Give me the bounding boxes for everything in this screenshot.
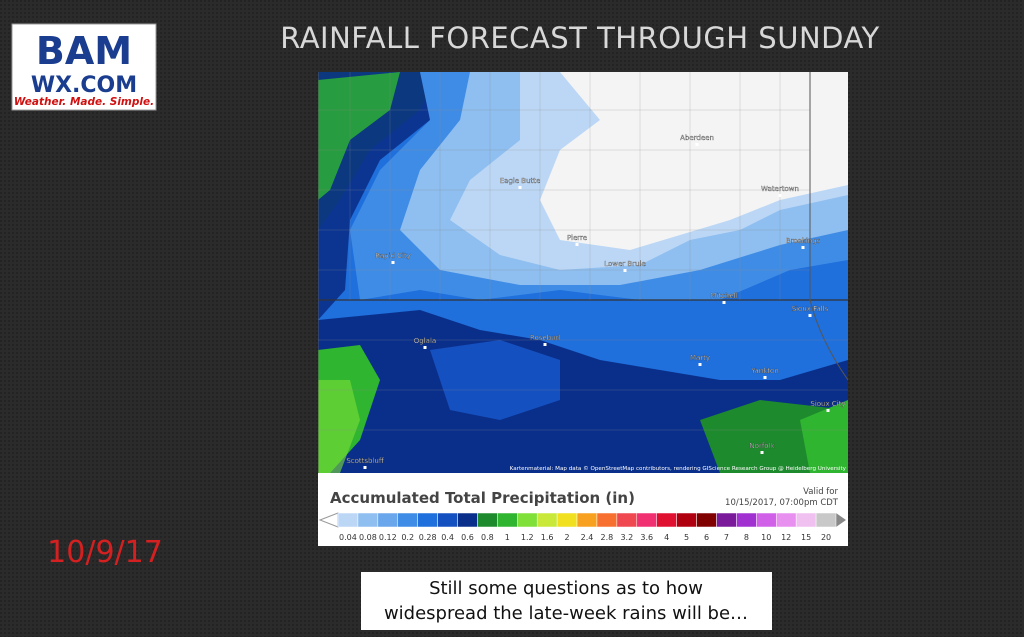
city-label: Sioux Falls	[792, 305, 829, 313]
legend-title: Accumulated Total Precipitation (in)	[330, 489, 635, 507]
city-dot	[763, 376, 767, 379]
scale-label: 2	[565, 533, 570, 542]
scale-label: 3.6	[640, 533, 653, 542]
scale-swatch	[357, 512, 379, 528]
valid-label: Valid for	[803, 487, 838, 497]
logo-tagline: Weather. Made. Simple.	[14, 96, 154, 108]
scale-swatch	[596, 512, 618, 528]
city-label: Lower Brule	[604, 260, 646, 268]
scale-swatch	[397, 512, 418, 528]
city-dot	[695, 143, 699, 146]
scale-label: 5	[684, 533, 689, 542]
scale-swatch	[536, 512, 558, 528]
date: 10/9/17	[47, 535, 163, 570]
title: RAINFALL FORECAST THROUGH SUNDAY	[280, 21, 880, 55]
scale-swatch	[437, 512, 458, 528]
city-dot	[623, 269, 627, 272]
city-label: Yankton	[750, 367, 779, 375]
scale-label: 0.12	[379, 533, 397, 542]
scale-label: 3.2	[620, 533, 633, 542]
map-attribution: Kartenmaterial: Map data © OpenStreetMap…	[510, 465, 847, 472]
scale-label: 7	[724, 533, 729, 542]
city-label: Eagle Butte	[500, 177, 541, 185]
city-label: Norfolk	[749, 442, 775, 450]
logo: BAM WX.COM Weather. Made. Simple.	[11, 23, 157, 111]
scale-label: 0.08	[359, 533, 377, 542]
city-label: Rapid City	[375, 252, 411, 260]
city-label: Rosebud	[530, 334, 560, 342]
city-dot	[423, 346, 427, 349]
city-dot	[518, 186, 522, 189]
city-label: Pierre	[567, 234, 587, 242]
city-dot	[808, 314, 812, 317]
city-dot	[778, 194, 782, 197]
scale-swatch	[377, 512, 399, 528]
city-dot	[698, 363, 702, 366]
legend: Accumulated Total Precipitation (in) Val…	[318, 473, 848, 546]
scale-swatch	[477, 512, 498, 528]
scale-label: 1.6	[541, 533, 554, 542]
scale-swatch	[795, 512, 817, 528]
city-dot	[760, 451, 764, 454]
caption-line: widespread the late-week rains will be…	[384, 603, 748, 624]
city-label: Aberdeen	[680, 134, 714, 142]
scale-label: 2.4	[581, 533, 594, 542]
city-label: Sioux City	[810, 400, 845, 408]
scale-swatch	[815, 512, 837, 528]
scale-label: 12	[781, 533, 791, 542]
city-label: Marty	[690, 354, 710, 362]
city-dot	[722, 301, 726, 304]
scale-swatch	[337, 512, 359, 528]
scale-swatch	[775, 512, 797, 528]
caption-line: Still some questions as to how	[429, 578, 703, 599]
scale-label: 0.28	[419, 533, 437, 542]
scale-label: 8	[744, 533, 749, 542]
scale-label: 20	[821, 533, 831, 542]
city-label: Mitchell	[710, 292, 737, 300]
scale-label: 0.4	[441, 533, 454, 542]
city-label: Brookings	[786, 237, 821, 245]
scale-swatch	[676, 512, 697, 528]
scale-swatch	[417, 512, 438, 528]
valid-time: 10/15/2017, 07:00pm CDT	[725, 498, 839, 508]
map: Aberdeen Eagle Butte Watertown Pierre Brooki…	[318, 72, 848, 473]
city-dot	[575, 243, 579, 246]
city-label: Oglala	[414, 337, 436, 345]
scale-swatch	[656, 512, 677, 528]
scale-label: 0.6	[461, 533, 474, 542]
scale-label: 10	[761, 533, 771, 542]
scale-swatch	[616, 512, 638, 528]
scale-swatch	[716, 512, 737, 528]
scale-swatch	[636, 512, 657, 528]
logo-site: WX.COM	[31, 73, 137, 98]
scale-label: 0.2	[401, 533, 414, 542]
scale-label: 0.8	[481, 533, 494, 542]
city-dot	[363, 466, 367, 469]
scale-swatch	[696, 512, 717, 528]
city-dot	[391, 261, 395, 264]
scale-label: 2.8	[601, 533, 614, 542]
city-dot	[543, 343, 547, 346]
scale-swatch	[756, 512, 777, 528]
city-label: Scottsbluff	[346, 457, 384, 465]
caption: Still some questions as to how widesprea…	[361, 572, 772, 630]
scale-swatch	[736, 512, 757, 528]
scale-swatch	[497, 512, 518, 528]
scale-label: 0.04	[339, 533, 357, 542]
scale-label: 15	[801, 533, 811, 542]
scale-swatch	[517, 512, 538, 528]
scale-swatch	[576, 512, 598, 528]
city-label: Watertown	[761, 185, 799, 193]
city-dot	[801, 246, 805, 249]
scale-label: 1	[505, 533, 510, 542]
scale-label: 6	[704, 533, 709, 542]
scale-swatch	[457, 512, 478, 528]
scale-label: 4	[664, 533, 669, 542]
city-dot	[826, 409, 830, 412]
scale-label: 1.2	[521, 533, 534, 542]
scale-swatch	[556, 512, 578, 528]
logo-name: BAM	[36, 29, 132, 73]
